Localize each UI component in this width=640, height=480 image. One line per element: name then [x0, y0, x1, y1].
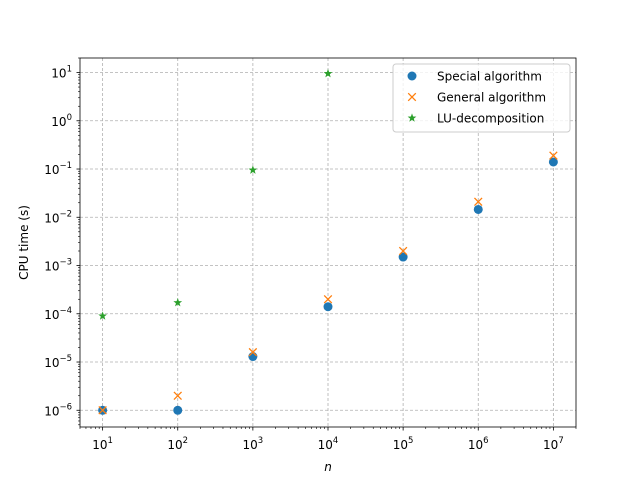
y-tick-label: 10−1 — [44, 161, 72, 177]
y-tick-label-exponent: −1 — [59, 161, 72, 171]
y-axis-label: CPU time (s) — [17, 205, 31, 280]
legend-entry: General algorithm — [437, 91, 546, 105]
data-point — [548, 157, 558, 167]
x-tick-label-exponent: 6 — [483, 436, 488, 446]
x-tick-label: 104 — [318, 436, 339, 452]
data-point — [398, 246, 408, 256]
y-tick-label: 10−5 — [44, 354, 72, 370]
legend-marker — [407, 92, 417, 102]
data-point — [398, 252, 408, 262]
y-tick-label-exponent: −4 — [59, 306, 72, 316]
data-point — [473, 197, 483, 206]
x-tick-label: 103 — [243, 436, 264, 452]
data-point — [549, 151, 558, 160]
x-tick-label: 102 — [167, 436, 188, 452]
data-point — [173, 298, 183, 307]
x-tick-label-exponent: 3 — [258, 436, 263, 446]
x-tick-label-base: 10 — [92, 438, 107, 452]
data-point — [323, 302, 333, 312]
legend-entry: LU-decomposition — [437, 112, 544, 126]
data-point — [248, 165, 258, 174]
legend-marker — [407, 71, 417, 81]
y-tick-label: 10−6 — [44, 402, 72, 418]
data-point — [173, 405, 183, 415]
y-tick-label: 101 — [51, 65, 72, 81]
y-tick-label-base: 10 — [44, 260, 59, 274]
x-tick-label-base: 10 — [167, 438, 182, 452]
legend-marker — [407, 113, 417, 122]
x-tick-label-base: 10 — [243, 438, 258, 452]
x-tick-label-base: 10 — [393, 438, 408, 452]
x-axis-ticks: 101 102 103 104 105 106 107 — [79, 427, 577, 452]
y-tick-label-base: 10 — [44, 356, 59, 370]
x-tick-label-base: 10 — [318, 438, 333, 452]
x-tick-label: 101 — [92, 436, 113, 452]
data-point — [248, 352, 258, 362]
x-tick-label-base: 10 — [543, 438, 558, 452]
y-tick-label-exponent: −5 — [59, 354, 72, 364]
series-general-algorithm — [98, 151, 558, 415]
x-tick-label-exponent: 1 — [108, 436, 113, 446]
data-point — [323, 69, 333, 78]
legend-entry: Special algorithm — [437, 70, 542, 84]
data-point — [173, 391, 183, 401]
data-point — [248, 347, 258, 357]
y-tick-label: 100 — [51, 113, 72, 129]
data-point — [473, 204, 483, 214]
y-tick-label-base: 10 — [44, 308, 59, 322]
y-tick-label: 10−2 — [44, 209, 72, 225]
x-axis-label: n — [324, 460, 332, 474]
x-tick-label: 106 — [468, 436, 489, 452]
x-tick-label: 105 — [393, 436, 414, 452]
legend: Special algorithm General algorithm LU-dec… — [392, 63, 571, 133]
x-tick-label-exponent: 2 — [183, 436, 188, 446]
y-tick-label-base: 10 — [44, 163, 59, 177]
y-tick-label-exponent: 0 — [67, 113, 72, 123]
y-tick-label-base: 10 — [44, 404, 59, 418]
series-lu-decomposition — [98, 69, 333, 320]
y-tick-label-exponent: −2 — [59, 209, 72, 219]
data-point — [98, 406, 107, 415]
x-tick-label-exponent: 4 — [333, 436, 338, 446]
data-point — [323, 294, 333, 304]
x-tick-label: 107 — [543, 436, 564, 452]
x-tick-label-base: 10 — [468, 438, 483, 452]
y-tick-label-exponent: −3 — [59, 258, 72, 268]
y-tick-label-exponent: 1 — [67, 65, 72, 75]
y-tick-label: 10−4 — [44, 306, 72, 322]
x-tick-label-exponent: 5 — [408, 436, 413, 446]
data-markers — [98, 69, 558, 415]
y-tick-label-base: 10 — [51, 115, 66, 129]
legend-box — [392, 63, 571, 133]
x-tick-label-exponent: 7 — [558, 436, 563, 446]
data-point — [98, 311, 107, 320]
y-tick-label: 10−3 — [44, 258, 72, 274]
y-tick-label-exponent: −6 — [59, 402, 72, 412]
y-tick-label-base: 10 — [44, 211, 59, 225]
y-tick-label-base: 10 — [51, 67, 66, 81]
